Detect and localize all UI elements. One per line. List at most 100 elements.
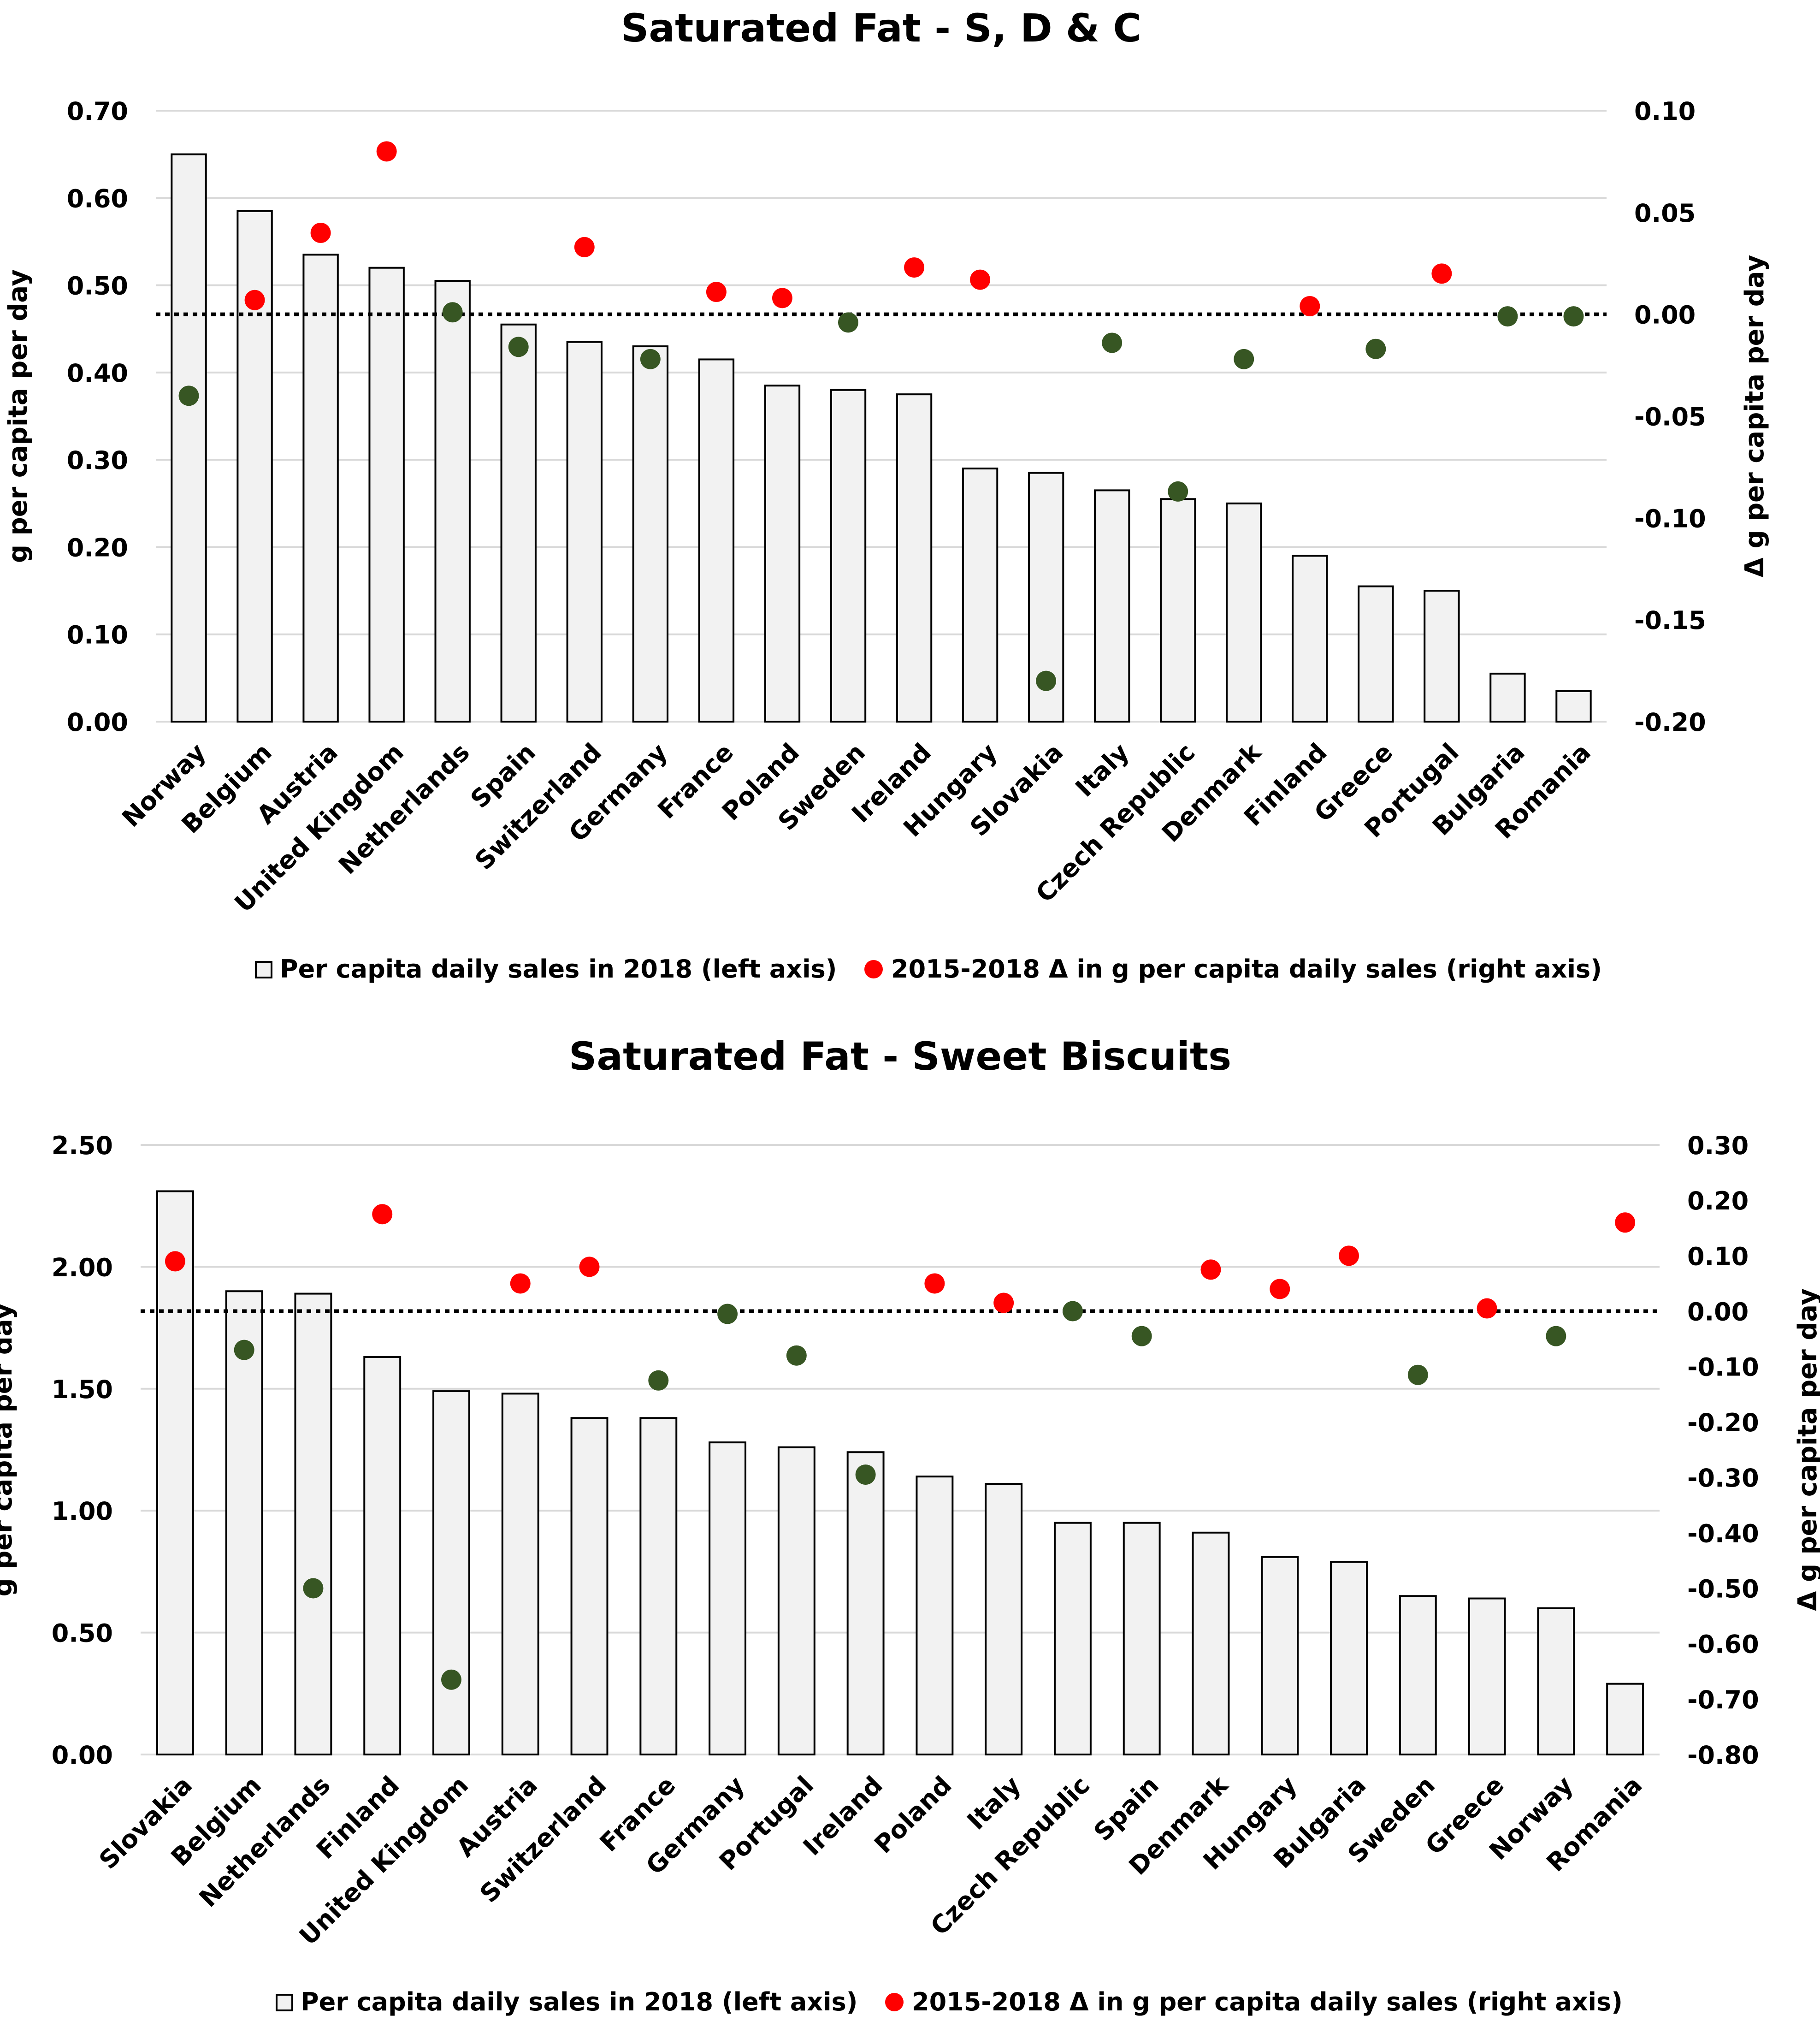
right-axis-tick-label: -0.40 — [1687, 1519, 1759, 1548]
delta-point-bulgaria — [1497, 306, 1518, 327]
category-label: Switzerland — [474, 1771, 612, 1909]
bar-italy — [985, 1483, 1023, 1755]
bar-denmark — [1226, 502, 1262, 723]
delta-point-denmark — [1234, 349, 1254, 369]
delta-point-ireland — [855, 1464, 876, 1485]
delta-point-united-kingdom — [376, 141, 397, 162]
bar-germany — [709, 1441, 747, 1755]
bar-spain — [1123, 1522, 1161, 1755]
delta-point-norway — [1546, 1326, 1566, 1346]
left-axis-tick-label: 1.00 — [52, 1497, 113, 1526]
bar-austria — [501, 1393, 539, 1755]
category-label: Poland — [869, 1771, 957, 1859]
bar-sweden — [1399, 1595, 1437, 1756]
bar-finland — [1292, 555, 1328, 723]
bar-poland — [916, 1476, 954, 1755]
delta-point-hungary — [1270, 1279, 1290, 1299]
left-axis-tick-label: 2.00 — [52, 1253, 113, 1282]
bar-poland — [764, 385, 801, 723]
right-axis-tick-label: -0.10 — [1687, 1353, 1759, 1382]
delta-point-czech-republic — [1168, 481, 1188, 502]
left-axis-tick-label: 0.00 — [52, 1741, 113, 1770]
right-axis-tick-label: -0.70 — [1687, 1685, 1759, 1714]
bar-romania — [1606, 1683, 1644, 1755]
delta-point-ireland — [904, 257, 925, 278]
bar-belgium — [236, 210, 273, 723]
bar-greece — [1358, 585, 1394, 723]
delta-point-netherlands — [442, 302, 463, 323]
bar-switzerland — [570, 1417, 609, 1755]
delta-point-germany — [640, 349, 661, 369]
delta-point-italy — [1102, 332, 1123, 353]
bar-greece — [1468, 1597, 1506, 1755]
delta-point-austria — [510, 1273, 531, 1294]
delta-point-spain — [1131, 1326, 1152, 1346]
delta-point-switzerland — [579, 1257, 600, 1277]
left-axis-tick-label: 0.10 — [67, 621, 128, 650]
delta-point-spain — [508, 337, 529, 357]
bar-united-kingdom — [368, 267, 405, 723]
left-axis-tick-label: 0.60 — [67, 184, 128, 213]
delta-point-bulgaria — [1339, 1245, 1359, 1266]
left-axis-label: g per capita per day — [0, 1303, 18, 1597]
bar-portugal — [777, 1446, 815, 1755]
bar-bulgaria — [1489, 672, 1526, 723]
delta-point-sweden — [1407, 1364, 1428, 1385]
left-axis-tick-label: 0.30 — [67, 446, 128, 475]
delta-point-greece — [1477, 1298, 1497, 1319]
bar-bulgaria — [1330, 1561, 1368, 1756]
delta-point-hungary — [970, 269, 991, 290]
delta-point-denmark — [1200, 1259, 1221, 1280]
right-axis-tick-label: -0.20 — [1687, 1408, 1759, 1437]
bar-sweden — [830, 389, 867, 723]
right-axis-tick-label: 0.00 — [1634, 301, 1696, 330]
left-axis-tick-label: 0.50 — [52, 1619, 113, 1648]
bar-finland — [363, 1356, 402, 1755]
delta-point-france — [706, 282, 727, 302]
bar-slovakia — [156, 1190, 194, 1755]
bar-belgium — [225, 1290, 263, 1755]
right-axis-tick-label: -0.30 — [1687, 1464, 1759, 1493]
legend-dot-swatch — [885, 1993, 904, 2011]
left-axis-tick-label: 0.40 — [67, 359, 128, 388]
right-axis-tick-label: 0.00 — [1687, 1298, 1749, 1327]
legend-bar-label: Per capita daily sales in 2018 (left axi… — [280, 954, 837, 984]
right-axis-tick-label: 0.20 — [1687, 1186, 1749, 1215]
bar-italy — [1093, 489, 1130, 723]
delta-point-france — [648, 1370, 669, 1391]
legend-dot-label: 2015-2018 Δ in g per capita daily sales … — [912, 1987, 1623, 2016]
bar-netherlands — [434, 280, 471, 723]
delta-point-portugal — [786, 1345, 807, 1366]
chart-sweet-biscuits-svg: Saturated Fat - Sweet Biscuits 0.00 0.50 1.… — [0, 1034, 1820, 2016]
category-label: Italy — [962, 1771, 1027, 1836]
bar-ireland — [896, 393, 933, 723]
delta-point-romania — [1615, 1212, 1636, 1233]
right-axis-tick-label: 0.05 — [1634, 199, 1696, 228]
bar-germany — [632, 345, 669, 723]
delta-point-united-kingdom — [441, 1669, 461, 1690]
chart-sdc: Saturated Fat - S, D & C 0.00 0.10 0.20 0.30… — [0, 0, 1820, 1014]
right-axis-tick-label: -0.50 — [1687, 1574, 1759, 1603]
chart-sweet-biscuits: Saturated Fat - Sweet Biscuits 0.00 0.50 1.… — [0, 1033, 1820, 2037]
bar-hungary — [962, 468, 999, 723]
left-axis-tick-label: 2.50 — [52, 1131, 113, 1160]
right-axis-tick-label: -0.80 — [1687, 1741, 1759, 1770]
bar-czech-republic — [1053, 1522, 1092, 1755]
bar-norway — [1537, 1607, 1575, 1755]
right-axis-tick-label: -0.15 — [1634, 606, 1706, 635]
left-axis-tick-label: 0.20 — [67, 533, 128, 562]
right-axis-tick-label: 0.10 — [1634, 97, 1696, 126]
delta-point-norway — [178, 385, 199, 406]
delta-point-finland — [1300, 296, 1320, 316]
delta-point-germany — [717, 1304, 738, 1324]
left-axis-tick-label: 0.50 — [67, 272, 128, 301]
delta-point-austria — [310, 223, 331, 243]
chart-title: Saturated Fat - S, D & C — [621, 6, 1141, 51]
bar-norway — [171, 153, 207, 723]
right-axis-tick-label: 0.10 — [1687, 1242, 1749, 1271]
bar-portugal — [1424, 590, 1460, 723]
delta-point-belgium — [234, 1340, 254, 1360]
delta-point-poland — [924, 1273, 945, 1294]
right-axis-tick-label: -0.20 — [1634, 708, 1706, 737]
delta-point-slovakia — [165, 1251, 185, 1272]
